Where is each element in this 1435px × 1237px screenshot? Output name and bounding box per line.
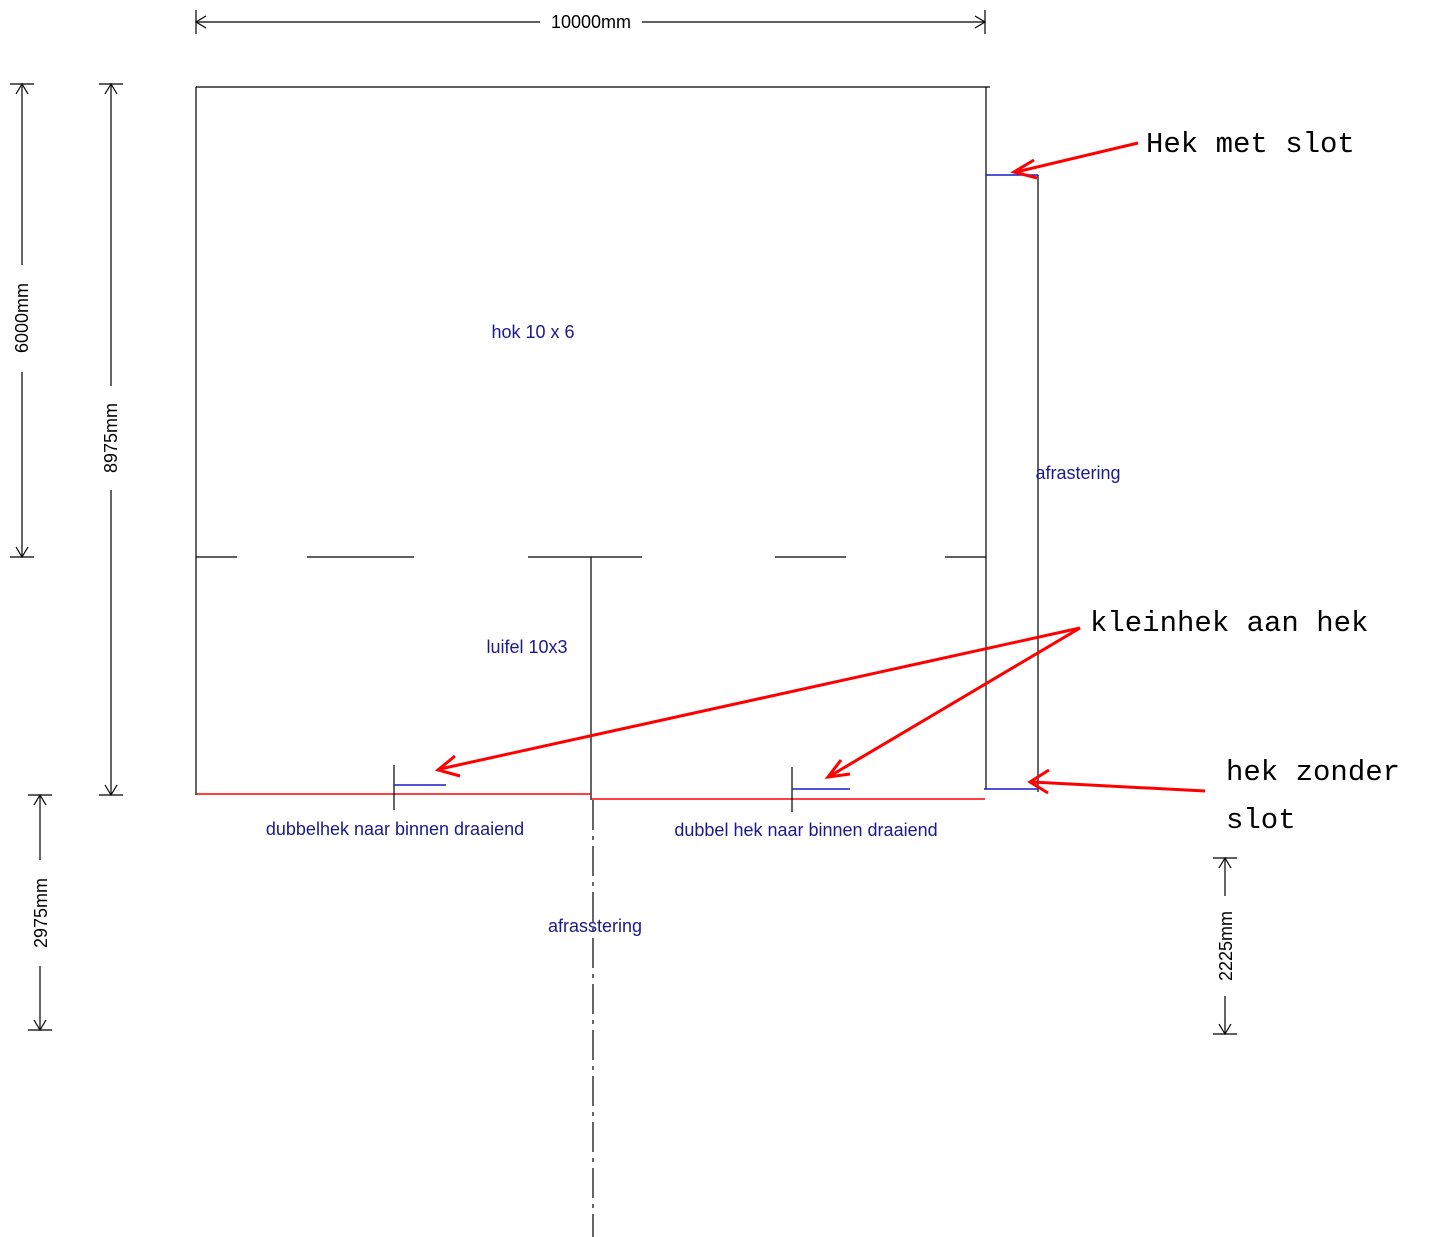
dimension-width-label: 10000mm: [551, 12, 631, 32]
label-afrastering-right: afrastering: [1035, 463, 1120, 483]
dimension-height-hok: 6000mm: [10, 82, 34, 559]
label-gate-left: dubbelhek naar binnen draaiend: [266, 819, 524, 839]
dimension-height-right-label: 2225mm: [1216, 911, 1236, 981]
building-outline: [195, 86, 990, 795]
arrow-kleinhek-left: [434, 626, 1081, 778]
dimension-height-total: 8975mm: [99, 82, 123, 797]
dimension-height-total-label: 8975mm: [101, 403, 121, 473]
callout-hek-zonder-line1: hek zonder: [1226, 756, 1400, 789]
callout-hek-met-slot: Hek met slot: [1146, 128, 1355, 161]
label-hok: hok 10 x 6: [491, 322, 574, 342]
callout-kleinhek: kleinhek aan hek: [1090, 607, 1368, 640]
dimension-height-right: 2225mm: [1213, 856, 1237, 1036]
dimension-width-top: 10000mm: [194, 10, 987, 34]
dimension-height-below: 2975mm: [28, 793, 52, 1032]
arrow-hek-zonder-slot: [1027, 768, 1206, 795]
dimension-height-below-label: 2975mm: [31, 878, 51, 948]
arrow-kleinhek-right: [824, 626, 1081, 779]
arrow-hek-met-slot: [1010, 141, 1139, 180]
small-gate-marker-right: [791, 767, 850, 812]
dimension-height-hok-label: 6000mm: [12, 283, 32, 353]
small-gate-marker-left: [393, 765, 446, 810]
label-luifel: luifel 10x3: [486, 637, 567, 657]
label-gate-right: dubbel hek naar binnen draaiend: [674, 820, 937, 840]
callout-hek-zonder-line2: slot: [1226, 804, 1296, 837]
label-afrasstering-bottom: afrasstering: [548, 916, 642, 936]
